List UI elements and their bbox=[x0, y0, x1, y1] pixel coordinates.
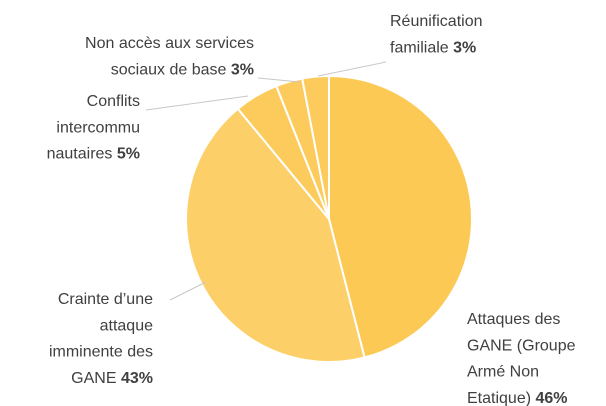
label-line: Attaques des bbox=[467, 311, 560, 328]
label-line: Armé Non bbox=[467, 364, 539, 381]
slice-label: Non accès aux services sociaux de base 3% bbox=[85, 35, 254, 78]
label-line: Conflits bbox=[87, 93, 140, 110]
leader-line bbox=[145, 95, 249, 111]
label-line: Crainte d’une bbox=[58, 291, 153, 308]
labels: Attaques des GANE (Groupe Armé Non Etatique… bbox=[47, 13, 576, 406]
label-line: Non accès aux services bbox=[85, 35, 254, 52]
label-line: attaque bbox=[100, 318, 153, 335]
value-label: 5% bbox=[117, 146, 140, 163]
label-line: GANE (Groupe bbox=[467, 338, 576, 355]
label-line: intercommu bbox=[56, 120, 140, 137]
label-line: familiale bbox=[390, 40, 449, 57]
label-line: Réunification bbox=[390, 13, 483, 30]
label-line: nautaires bbox=[47, 146, 113, 163]
label-line: sociaux de base bbox=[111, 62, 227, 79]
slice-label: Réunification familiale 3% bbox=[390, 13, 483, 56]
value-label: 3% bbox=[453, 40, 476, 57]
pie-slice bbox=[328, 74, 473, 359]
leader-line bbox=[169, 281, 207, 301]
label-line: imminente des bbox=[49, 344, 153, 361]
leader-line bbox=[317, 61, 387, 77]
pie bbox=[185, 74, 473, 363]
label-line: Etatique) bbox=[467, 390, 531, 406]
slice-label: Conflits intercommu nautaires 5% bbox=[47, 93, 140, 163]
value-label: 46% bbox=[536, 390, 568, 406]
pie-slice bbox=[301, 74, 330, 220]
value-label: 3% bbox=[231, 62, 254, 79]
label-line: GANE bbox=[71, 370, 116, 387]
slice-label: Attaques des GANE (Groupe Armé Non Etatique… bbox=[467, 311, 576, 406]
slice-label: Crainte d’une attaque imminente des GANE 43… bbox=[49, 291, 153, 387]
leader-line bbox=[257, 77, 301, 83]
value-label: 43% bbox=[121, 370, 153, 387]
